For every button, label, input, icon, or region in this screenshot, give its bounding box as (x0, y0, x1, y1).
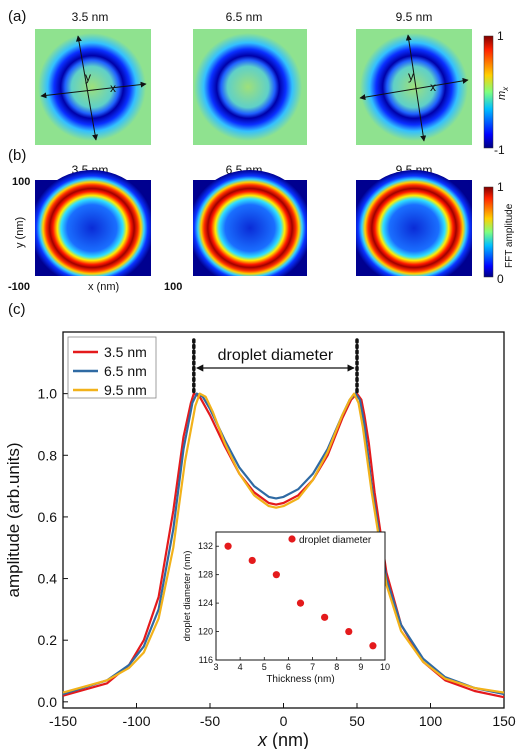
diameter-label: droplet diameter (218, 347, 334, 364)
inset-point (224, 542, 232, 550)
inset-x-tick-label: 4 (238, 662, 243, 672)
panel-a-label: (a) (8, 8, 26, 25)
line-chart-ticks: -150 -100 -50 0 50 100 150 0.0 0.2 0.4 0.6 0.8 1.0 (38, 386, 516, 729)
droplet-diameter-annotation: droplet diameter (192, 338, 359, 394)
legend-label-2: 6.5 nm (104, 363, 147, 379)
panel-c-label: (c) (8, 301, 26, 318)
inset-y-tick-label: 128 (198, 570, 213, 580)
line-chart-legend: 3.5 nm 6.5 nm 9.5 nm (67, 336, 157, 399)
fft-y-top: 100 (12, 176, 30, 188)
fft-map-3 (352, 170, 476, 286)
axis-letter-y-3: y (408, 69, 414, 83)
axis-letter-x-3: x (430, 80, 436, 94)
x-tick-label: 100 (419, 713, 443, 729)
inset-chart-x-label: Thickness (nm) (266, 674, 334, 685)
y-tick-label: 0.0 (38, 694, 58, 710)
y-tick-label: 0.8 (38, 447, 58, 463)
panel-b-label: (b) (8, 147, 26, 164)
x-tick-label: 0 (280, 713, 288, 729)
colorbar-mx-bottom: -1 (494, 143, 505, 157)
inset-chart: 3 4 5 6 7 8 9 10 116 120 124 128 132 droplet diamete… (182, 531, 390, 685)
panel-a-title-3: 9.5 nm (396, 10, 433, 24)
inset-y-tick-label: 116 (199, 655, 213, 665)
inset-chart-frame (215, 531, 386, 661)
x-label-var: x (257, 730, 268, 749)
y-tick-label: 0.6 (38, 509, 58, 525)
legend-box (67, 336, 157, 399)
axis-arrow-x-3 (359, 77, 469, 101)
inset-chart-points (224, 542, 377, 650)
colorbar-fft: 1 0 FFT amplitude (483, 180, 515, 286)
y-tick-label: 1.0 (38, 386, 58, 402)
inset-point (345, 627, 353, 636)
line-chart: -150 -100 -50 0 50 100 150 0.0 0.2 0.4 0.6 0.8 1.0 a… (4, 331, 516, 749)
x-tick-label: 50 (349, 713, 365, 729)
x-tick-label: 150 (492, 713, 516, 729)
panel-a-title-1: 3.5 nm (72, 10, 109, 24)
axis-arrow-x-1 (40, 81, 147, 99)
colorbar-mx-label: mx (496, 86, 510, 100)
mx-map-2 (193, 29, 307, 145)
fft-x-left: -100 (8, 281, 30, 293)
inset-legend-marker (288, 535, 296, 543)
x-tick-label: -100 (122, 713, 150, 729)
fft-x-label: x (nm) (88, 281, 119, 293)
line-chart-x-label: x (nm) (257, 730, 309, 749)
mx-map-3: y x (356, 29, 472, 145)
y-tick-label: 0.2 (38, 632, 58, 648)
fft-map-1 (30, 170, 154, 286)
inset-point (369, 642, 377, 650)
inset-x-tick-label: 7 (310, 662, 315, 672)
inset-point (272, 571, 280, 579)
colorbar-fft-top: 1 (497, 180, 504, 194)
inset-y-tick-label: 120 (198, 627, 213, 637)
inset-x-tick-label: 8 (334, 662, 339, 672)
inset-point (248, 556, 256, 565)
inset-x-tick-label: 5 (262, 662, 267, 672)
colorbar-fft-label: FFT amplitude (504, 203, 515, 268)
x-tick-label: -50 (200, 713, 220, 729)
x-tick-label: -150 (49, 713, 77, 729)
y-tick-label: 0.4 (38, 571, 58, 587)
colorbar-fft-bottom: 0 (497, 272, 504, 286)
inset-x-tick-label: 3 (213, 662, 218, 672)
inset-chart-legend: droplet diameter (288, 535, 372, 546)
inset-point (296, 599, 305, 607)
inset-chart-y-label: droplet diameter (nm) (182, 551, 193, 642)
inset-legend-label: droplet diameter (299, 535, 372, 546)
inset-point (321, 613, 329, 621)
inset-x-tick-label: 9 (358, 662, 363, 672)
inset-x-tick-label: 10 (380, 662, 390, 672)
x-label-unit: (nm) (267, 730, 309, 749)
legend-label-3: 9.5 nm (104, 382, 147, 398)
inset-y-tick-label: 132 (198, 541, 213, 551)
inset-y-tick-label: 124 (198, 598, 213, 608)
panel-a-title-2: 6.5 nm (226, 10, 263, 24)
fft-y-label: y (nm) (14, 217, 26, 248)
fft-x-right: 100 (164, 281, 182, 293)
line-chart-y-label: amplitude (arb.units) (4, 443, 23, 598)
inset-chart-ticks: 3 4 5 6 7 8 9 10 116 120 124 128 132 (198, 541, 390, 672)
axis-letter-y-1: y (85, 70, 91, 84)
colorbar-mx-top: 1 (497, 29, 504, 43)
inset-x-tick-label: 6 (286, 662, 291, 672)
axis-letter-x-1: x (110, 81, 116, 95)
colorbar-mx: 1 -1 mx (483, 29, 510, 157)
mx-map-1: y x (35, 29, 151, 145)
legend-label-1: 3.5 nm (104, 344, 147, 360)
fft-map-2 (188, 170, 312, 286)
